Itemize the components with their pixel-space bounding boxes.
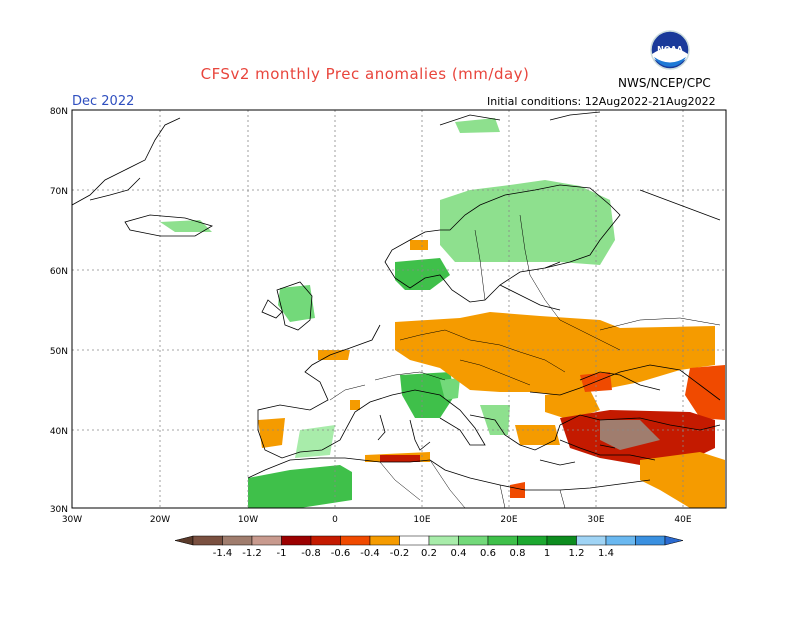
lon-axis: 30W 20W 10W 0 10E 20E 30E 40E — [62, 515, 692, 525]
legend-tick-label: -0.4 — [360, 548, 380, 559]
chart-title: CFSv2 monthly Prec anomalies (mm/day) — [200, 65, 530, 83]
legend-tick-label: 0.6 — [480, 548, 496, 559]
lat-axis: 80N 70N 60N 50N 40N 30N — [50, 107, 68, 515]
lon-label-20e: 20E — [500, 515, 517, 525]
colorbar-arrow-high — [664, 535, 684, 546]
legend-tick-label: 0.8 — [509, 548, 526, 559]
colorbar-cell — [428, 535, 459, 546]
logo-text: NOAA — [657, 45, 683, 54]
lat-label-30n: 30N — [50, 505, 68, 515]
lat-label-50n: 50N — [50, 347, 68, 357]
legend-tick-label: 0.2 — [421, 548, 437, 559]
colorbar-cell — [458, 535, 489, 546]
legend-tick-label: 1.2 — [568, 548, 585, 559]
agency-label: NWS/NCEP/CPC — [618, 76, 711, 90]
lon-label-40e: 40E — [674, 515, 691, 525]
lat-label-60n: 60N — [50, 267, 68, 277]
negative-anomaly-regions — [258, 240, 725, 508]
colorbar-cell — [546, 535, 577, 546]
lon-label-30e: 30E — [587, 515, 604, 525]
initial-conditions: Initial conditions: 12Aug2022-21Aug2022 — [487, 95, 716, 108]
colorbar-arrow-low — [174, 535, 194, 546]
map-frame — [71, 109, 727, 509]
lon-label-30w: 30W — [62, 515, 82, 525]
lon-label-10e: 10E — [413, 515, 430, 525]
legend-tick-label: -0.6 — [330, 548, 351, 559]
colorbar-cell — [192, 535, 223, 546]
colorbar-cell — [576, 535, 607, 546]
legend-tick-label: -1 — [276, 548, 287, 559]
positive-anomaly-regions — [160, 118, 615, 508]
legend-tick-label: -1.2 — [242, 548, 262, 559]
color-bar — [174, 535, 684, 546]
colorbar-cell — [399, 535, 430, 546]
legend-tick-label: 0.4 — [450, 548, 467, 559]
legend-tick-label: -0.2 — [389, 548, 410, 559]
colorbar-cell — [222, 535, 253, 546]
colorbar-cell — [605, 535, 636, 546]
legend-tick-label: -1.4 — [212, 548, 233, 559]
lon-label-10w: 10W — [238, 515, 258, 525]
lat-label-80n: 80N — [50, 107, 68, 117]
country-borders — [329, 214, 721, 509]
colorbar-cell — [281, 535, 312, 546]
colorbar-cell — [635, 535, 666, 546]
colorbar-cell — [517, 535, 548, 546]
colorbar-cell — [251, 535, 282, 546]
legend-tick-label: 1 — [543, 548, 551, 559]
noaa-logo: NOAA — [650, 30, 690, 70]
colorbar-cell — [310, 535, 341, 546]
forecast-month: Dec 2022 — [72, 94, 135, 109]
graticule — [72, 110, 726, 508]
colorbar-cell — [369, 535, 400, 546]
colorbar-cell — [340, 535, 371, 546]
legend-tick-label: 1.4 — [598, 548, 614, 559]
coastlines — [71, 111, 721, 491]
lon-label-20w: 20W — [150, 515, 170, 525]
colorbar-cell — [487, 535, 518, 546]
lat-label-40n: 40N — [50, 427, 68, 437]
lon-label-0: 0 — [332, 515, 338, 525]
lat-label-70n: 70N — [50, 187, 68, 197]
legend-tick-label: -0.8 — [301, 548, 321, 559]
